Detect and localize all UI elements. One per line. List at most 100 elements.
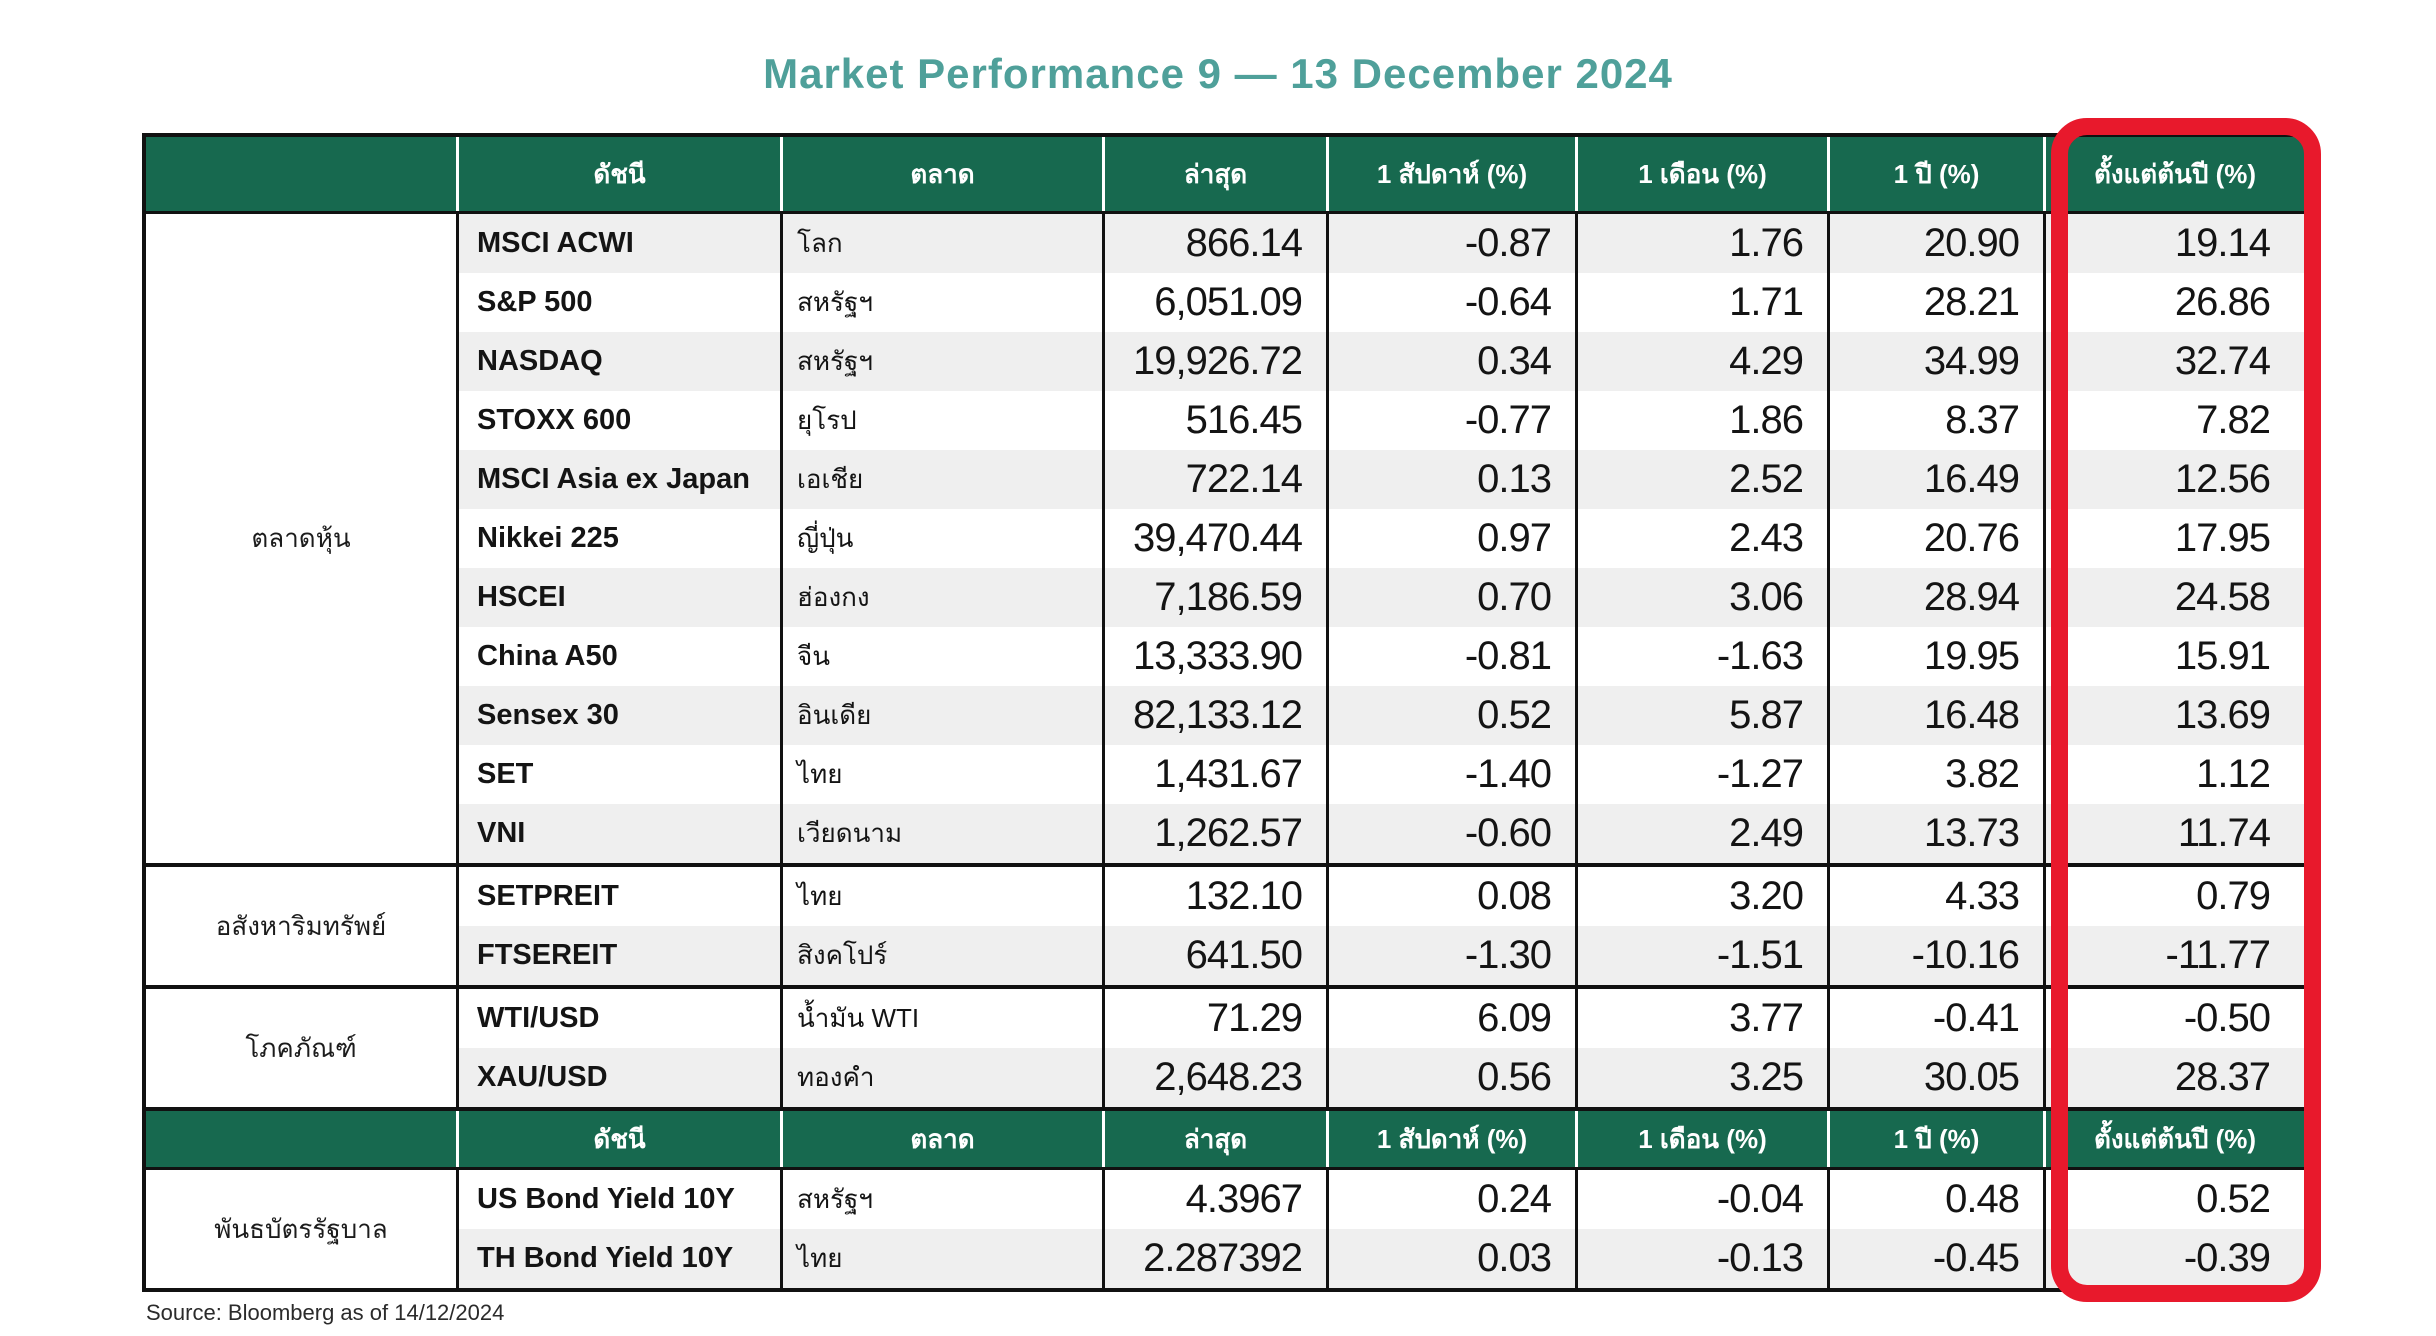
page-title: Market Performance 9 — 13 December 2024: [763, 50, 1673, 97]
cell-market: ทองคำ: [783, 1048, 1105, 1107]
header-cell-month: 1 เดือน (%): [1578, 1111, 1830, 1167]
cell-latest: 1,431.67: [1105, 745, 1329, 804]
cell-index: MSCI Asia ex Japan: [459, 450, 783, 509]
cell-index: US Bond Yield 10Y: [459, 1170, 783, 1229]
cell-index: WTI/USD: [459, 989, 783, 1048]
cell-index: HSCEI: [459, 568, 783, 627]
table-row: SETPREIT ไทย 132.10 0.08 3.20 4.33 0.79: [459, 867, 2304, 926]
table-row: MSCI ACWI โลก 866.14 -0.87 1.76 20.90 19.14: [459, 214, 2304, 273]
cell-index: TH Bond Yield 10Y: [459, 1229, 783, 1288]
cell-ytd: 12.56: [2174, 457, 2271, 501]
header-cell-ytd: ตั้งแต่ต้นปี (%): [2046, 1111, 2304, 1167]
header-cell-week: 1 สัปดาห์ (%): [1329, 1111, 1578, 1167]
cell-latest: 19,926.72: [1105, 332, 1329, 391]
cell-ytd: 0.52: [2196, 1177, 2271, 1221]
cell-latest: 866.14: [1105, 214, 1329, 273]
header-cell-market: ตลาด: [783, 1111, 1105, 1167]
market-performance-table: ดัชนี ตลาด ล่าสุด 1 สัปดาห์ (%) 1 เดือน (%) 1…: [142, 133, 2308, 1292]
cell-ytd: 1.12: [2196, 752, 2271, 796]
table-row: TH Bond Yield 10Y ไทย 2.287392 0.03 -0.13 -0.…: [459, 1229, 2304, 1288]
cell-month: 5.87: [1578, 686, 1830, 745]
cell-latest: 6,051.09: [1105, 273, 1329, 332]
cell-month: -1.27: [1578, 745, 1830, 804]
cell-latest: 2,648.23: [1105, 1048, 1329, 1107]
cell-year: -10.16: [1830, 926, 2046, 985]
cell-ytd: -0.39: [2183, 1236, 2271, 1280]
cell-year: -0.45: [1830, 1229, 2046, 1288]
cell-ytd: 11.74: [2177, 811, 2271, 855]
cell-market: ญี่ปุ่น: [783, 509, 1105, 568]
table-section: อสังหาริมทรัพย์ SETPREIT ไทย 132.10 0.08 3.20…: [146, 863, 2304, 985]
header-category-cell: [146, 1111, 459, 1167]
header-cell-latest: ล่าสุด: [1105, 137, 1329, 211]
table-section: ตลาดหุ้น MSCI ACWI โลก 866.14 -0.87 1.76 20.90…: [146, 214, 2304, 863]
cell-week: 6.09: [1329, 989, 1578, 1048]
table-row: FTSEREIT สิงคโปร์ 641.50 -1.30 -1.51 -10.16 -1…: [459, 926, 2304, 985]
cell-year: 13.73: [1830, 804, 2046, 863]
table-row: US Bond Yield 10Y สหรัฐฯ 4.3967 0.24 -0.04 0.…: [459, 1170, 2304, 1229]
category-cell: โภคภัณฑ์: [146, 989, 459, 1107]
cell-index: STOXX 600: [459, 391, 783, 450]
table-row: SET ไทย 1,431.67 -1.40 -1.27 3.82 1.12: [459, 745, 2304, 804]
cell-month: -0.13: [1578, 1229, 1830, 1288]
cell-month: -1.51: [1578, 926, 1830, 985]
header-cell-month: 1 เดือน (%): [1578, 137, 1830, 211]
cell-ytd: -0.50: [2183, 996, 2271, 1040]
cell-index: SETPREIT: [459, 867, 783, 926]
table-row: WTI/USD น้ำมัน WTI 71.29 6.09 3.77 -0.41 -0.50: [459, 989, 2304, 1048]
cell-latest: 13,333.90: [1105, 627, 1329, 686]
cell-latest: 516.45: [1105, 391, 1329, 450]
cell-month: 2.52: [1578, 450, 1830, 509]
category-cell: พันธบัตรรัฐบาล: [146, 1170, 459, 1288]
cell-market: ไทย: [783, 745, 1105, 804]
header-category-cell: [146, 137, 459, 211]
table-row: VNI เวียดนาม 1,262.57 -0.60 2.49 13.73 11.74: [459, 804, 2304, 863]
cell-year: 34.99: [1830, 332, 2046, 391]
cell-market: น้ำมัน WTI: [783, 989, 1105, 1048]
cell-month: 3.06: [1578, 568, 1830, 627]
cell-ytd: 24.58: [2174, 575, 2271, 619]
cell-latest: 641.50: [1105, 926, 1329, 985]
cell-index: China A50: [459, 627, 783, 686]
cell-year: 20.76: [1830, 509, 2046, 568]
cell-month: 1.71: [1578, 273, 1830, 332]
cell-latest: 4.3967: [1105, 1170, 1329, 1229]
cell-week: -0.77: [1329, 391, 1578, 450]
table-header-row: ดัชนี ตลาด ล่าสุด 1 สัปดาห์ (%) 1 เดือน (%) 1…: [146, 137, 2304, 214]
cell-week: -0.64: [1329, 273, 1578, 332]
cell-year: 3.82: [1830, 745, 2046, 804]
category-cell: ตลาดหุ้น: [146, 214, 459, 863]
cell-month: 3.25: [1578, 1048, 1830, 1107]
cell-latest: 722.14: [1105, 450, 1329, 509]
cell-ytd: 17.95: [2174, 516, 2271, 560]
cell-index: XAU/USD: [459, 1048, 783, 1107]
cell-year: 28.21: [1830, 273, 2046, 332]
cell-week: 0.03: [1329, 1229, 1578, 1288]
cell-month: 4.29: [1578, 332, 1830, 391]
cell-year: 16.48: [1830, 686, 2046, 745]
cell-market: โลก: [783, 214, 1105, 273]
table-section: โภคภัณฑ์ WTI/USD น้ำมัน WTI 71.29 6.09 3.77 -0…: [146, 985, 2304, 1107]
cell-market: ฮ่องกง: [783, 568, 1105, 627]
cell-year: 8.37: [1830, 391, 2046, 450]
section-rows: US Bond Yield 10Y สหรัฐฯ 4.3967 0.24 -0.04 0.…: [459, 1170, 2304, 1288]
table-row: NASDAQ สหรัฐฯ 19,926.72 0.34 4.29 34.99 32.74: [459, 332, 2304, 391]
cell-latest: 132.10: [1105, 867, 1329, 926]
header-cell-market: ตลาด: [783, 137, 1105, 211]
cell-week: -0.60: [1329, 804, 1578, 863]
table-row: Sensex 30 อินเดีย 82,133.12 0.52 5.87 16.48 13…: [459, 686, 2304, 745]
cell-ytd: 7.82: [2196, 398, 2271, 442]
cell-week: -0.81: [1329, 627, 1578, 686]
table-header-row-repeat: ดัชนี ตลาด ล่าสุด 1 สัปดาห์ (%) 1 เดือน (%) 1…: [146, 1107, 2304, 1170]
cell-year: 19.95: [1830, 627, 2046, 686]
cell-market: สหรัฐฯ: [783, 273, 1105, 332]
cell-week: 0.97: [1329, 509, 1578, 568]
cell-week: -0.87: [1329, 214, 1578, 273]
cell-week: 0.56: [1329, 1048, 1578, 1107]
cell-month: 3.77: [1578, 989, 1830, 1048]
section-rows: SETPREIT ไทย 132.10 0.08 3.20 4.33 0.79 FTSEREI…: [459, 867, 2304, 985]
cell-index: NASDAQ: [459, 332, 783, 391]
cell-month: 3.20: [1578, 867, 1830, 926]
table-row: STOXX 600 ยุโรป 516.45 -0.77 1.86 8.37 7.82: [459, 391, 2304, 450]
cell-index: SET: [459, 745, 783, 804]
